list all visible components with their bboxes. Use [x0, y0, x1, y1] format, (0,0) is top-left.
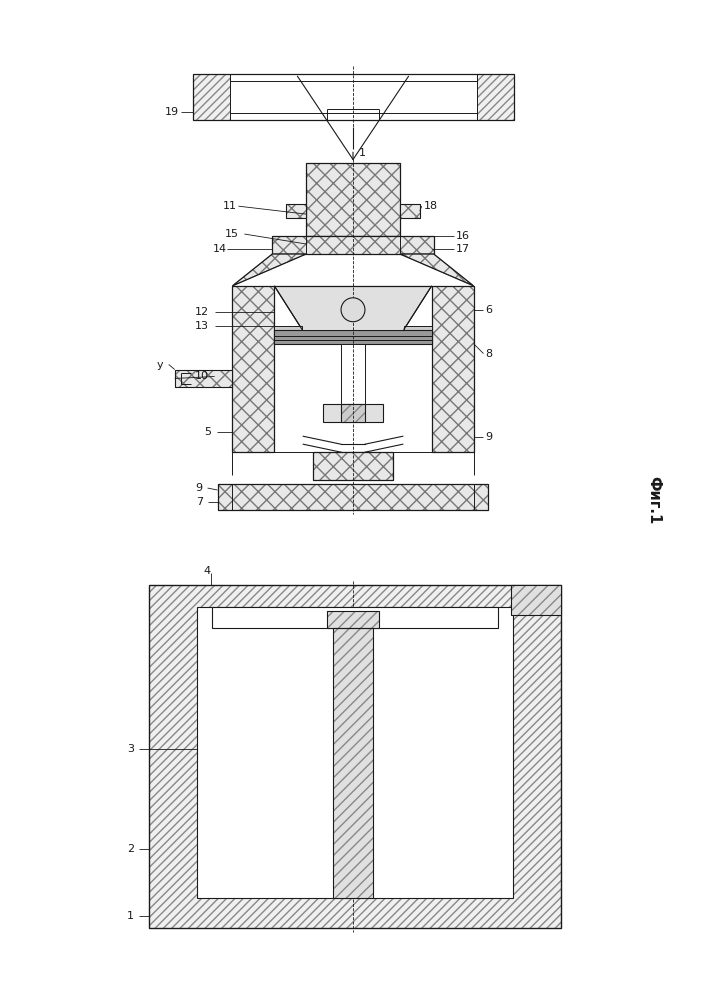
Bar — [341, 404, 365, 422]
Bar — [333, 628, 373, 898]
Bar — [400, 204, 420, 218]
Bar — [306, 163, 400, 236]
Bar — [341, 404, 365, 422]
Bar — [327, 611, 379, 628]
Polygon shape — [400, 254, 474, 286]
Text: 15: 15 — [225, 229, 238, 239]
Text: 17: 17 — [455, 244, 469, 254]
Text: 16: 16 — [455, 231, 469, 241]
Text: 5: 5 — [204, 427, 211, 437]
Text: 11: 11 — [223, 201, 237, 211]
Bar — [511, 585, 561, 615]
Circle shape — [341, 298, 365, 322]
Bar — [197, 607, 513, 898]
Bar — [313, 452, 393, 480]
Polygon shape — [274, 286, 432, 330]
Bar — [313, 452, 393, 480]
Bar — [400, 204, 420, 218]
Text: 14: 14 — [213, 244, 227, 254]
Text: 19: 19 — [165, 107, 179, 117]
Text: 18: 18 — [423, 201, 438, 211]
Text: 10: 10 — [194, 371, 209, 381]
Bar — [233, 286, 274, 452]
Text: 1: 1 — [127, 911, 134, 921]
Text: 8: 8 — [486, 349, 493, 359]
Bar — [272, 236, 433, 254]
Bar — [477, 74, 515, 120]
Text: 9: 9 — [196, 483, 203, 493]
Bar — [192, 74, 230, 120]
Text: 9: 9 — [486, 432, 493, 442]
Bar — [404, 326, 432, 334]
Bar — [148, 585, 561, 928]
Bar — [432, 286, 474, 452]
Bar — [148, 585, 561, 928]
Text: 7: 7 — [196, 497, 203, 507]
Bar — [323, 404, 383, 422]
Bar — [175, 370, 233, 387]
Text: y: y — [157, 360, 163, 370]
Bar — [272, 236, 433, 254]
Bar — [211, 607, 498, 628]
Text: 1: 1 — [359, 148, 366, 158]
Bar — [341, 344, 365, 422]
Text: Фиг.1: Фиг.1 — [646, 476, 661, 524]
Bar — [233, 286, 274, 452]
Bar — [306, 163, 400, 236]
Text: 13: 13 — [194, 321, 209, 331]
Text: 3: 3 — [127, 744, 134, 754]
Polygon shape — [233, 254, 306, 286]
Bar — [286, 204, 306, 218]
Bar — [432, 286, 474, 452]
Text: 2: 2 — [127, 844, 134, 854]
Bar — [175, 370, 233, 387]
Bar — [274, 326, 302, 334]
Bar — [218, 484, 489, 510]
Bar — [230, 74, 477, 120]
Bar — [218, 484, 489, 510]
Bar — [511, 585, 561, 615]
Text: 6: 6 — [486, 305, 493, 315]
Bar — [327, 611, 379, 628]
Bar — [333, 628, 373, 898]
Bar — [274, 330, 432, 344]
Text: 4: 4 — [204, 566, 211, 576]
Text: 12: 12 — [194, 307, 209, 317]
Bar — [286, 204, 306, 218]
Bar — [192, 74, 515, 120]
